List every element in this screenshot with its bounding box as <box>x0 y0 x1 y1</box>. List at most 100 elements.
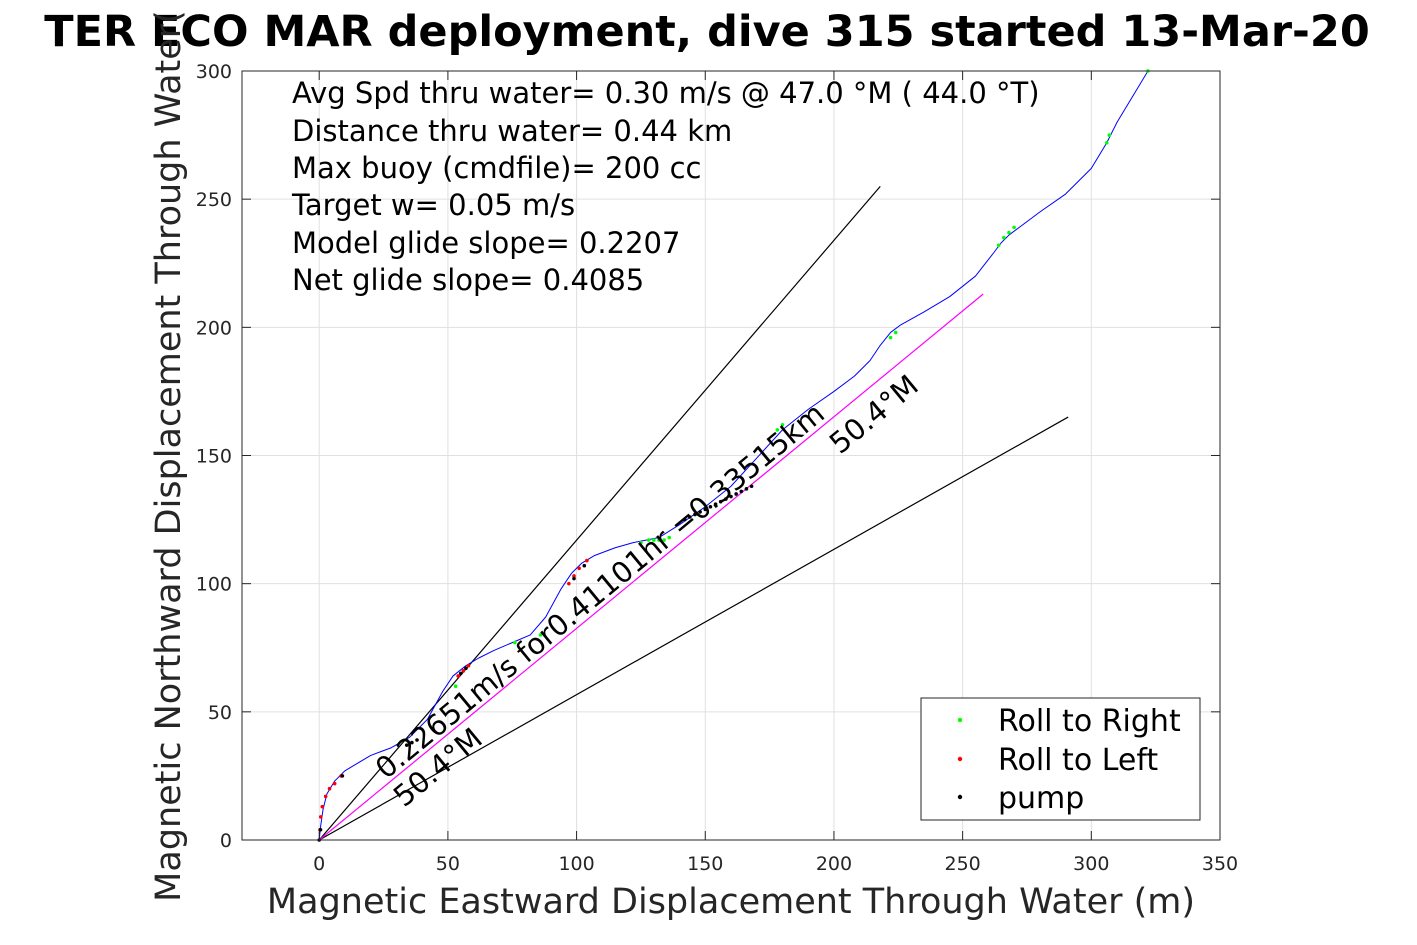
roll-left-point <box>320 804 325 809</box>
pump-point <box>734 492 738 496</box>
track-path <box>318 70 1149 841</box>
roll-right-point <box>888 335 893 340</box>
legend-label-roll-left: Roll to Left <box>998 743 1158 778</box>
y-tick-label: 200 <box>196 317 232 339</box>
pump-point <box>744 487 749 491</box>
roll-right-point <box>667 535 672 540</box>
y-tick-label: 250 <box>196 189 232 211</box>
annotation-distance: Distance thru water= 0.44 km <box>292 114 732 148</box>
x-tick-label: 300 <box>1073 853 1109 875</box>
roll-right-point <box>1104 140 1109 145</box>
roll-right-point <box>893 330 898 335</box>
stats-annotations: Avg Spd thru water= 0.30 m/s @ 47.0 °M (… <box>291 76 1040 297</box>
roll-right-point <box>513 640 517 645</box>
roll-left-point <box>567 581 571 586</box>
data-points <box>317 69 1150 842</box>
roll-left-point <box>456 674 460 678</box>
roll-left-point <box>323 794 328 799</box>
roll-right-point <box>639 540 643 545</box>
y-axis-label: Magnetic Northward Displacement Through … <box>149 10 189 902</box>
roll-right-point <box>453 684 458 688</box>
legend-marker-pump <box>957 794 963 800</box>
annotation-model-glide-slope: Model glide slope= 0.2207 <box>292 226 680 260</box>
pump-point <box>318 827 323 832</box>
roll-right-point <box>780 422 785 427</box>
roll-right-point <box>996 243 1001 248</box>
pump-point <box>415 738 419 742</box>
x-tick-label: 200 <box>816 853 852 875</box>
track-line <box>318 70 1149 841</box>
y-tick-label: 0 <box>220 830 232 852</box>
glide-envelope-line <box>318 416 1069 841</box>
y-tick-label: 150 <box>196 446 232 468</box>
x-tick-label: 0 <box>313 853 325 875</box>
x-tick-label: 50 <box>436 853 460 875</box>
roll-right-point <box>646 538 651 542</box>
x-tick-label: 350 <box>1202 853 1238 875</box>
pump-point <box>703 507 708 512</box>
roll-left-point <box>461 669 466 673</box>
pump-point <box>682 517 687 522</box>
roll-right-point <box>1012 225 1016 230</box>
roll-left-point <box>585 558 589 563</box>
legend-box <box>920 697 1201 821</box>
x-tick-label: 250 <box>944 853 980 875</box>
annotation-target-w: Target w= 0.05 m/s <box>291 188 575 222</box>
roll-left-point <box>318 815 323 819</box>
roll-right-point <box>1002 235 1006 240</box>
x-tick-labels: 0 50 100 150 200 250 300 350 <box>313 853 1238 875</box>
roll-right-point <box>538 633 543 637</box>
pump-point <box>693 512 697 517</box>
annotation-avg-speed: Avg Spd thru water= 0.30 m/s @ 47.0 °M (… <box>292 76 1040 110</box>
roll-right-point <box>1007 230 1011 235</box>
roll-right-point <box>651 538 656 542</box>
roll-left-point <box>577 566 581 571</box>
pump-point <box>572 576 576 581</box>
legend-marker-roll-left <box>957 756 963 762</box>
legend-marker-roll-right <box>957 717 963 723</box>
roll-left-point <box>332 781 337 786</box>
plot-area <box>241 69 1221 842</box>
chart-title: TER ECO MAR deployment, dive 315 started… <box>44 7 1370 57</box>
pump-point <box>698 510 702 514</box>
pump-point <box>708 504 713 509</box>
pump-point <box>718 499 723 504</box>
roll-right-point <box>775 428 780 432</box>
glide-envelope-line <box>318 185 881 841</box>
glide-envelope-lines <box>318 185 1069 841</box>
y-tick-label: 100 <box>196 574 232 596</box>
mean-heading-line-path <box>318 293 984 841</box>
pump-point <box>724 497 728 501</box>
pump-point <box>410 740 414 745</box>
x-tick-label: 150 <box>687 853 723 875</box>
x-axis-label: Magnetic Eastward Displacement Through W… <box>267 882 1195 922</box>
roll-left-point <box>327 786 332 791</box>
legend-label-pump: pump <box>998 781 1084 816</box>
pump-point <box>458 671 463 676</box>
pump-point <box>739 489 744 494</box>
roll-right-point <box>1107 133 1112 137</box>
roll-left-point <box>572 574 576 578</box>
y-tick-label: 300 <box>196 61 232 83</box>
pump-point <box>749 484 754 489</box>
mean-heading-line <box>318 293 984 841</box>
y-tick-labels: 0 50 100 150 200 250 300 <box>196 61 232 852</box>
pump-point <box>464 666 468 671</box>
x-tick-label: 100 <box>558 853 594 875</box>
pump-point <box>688 515 692 519</box>
annotation-net-glide-slope: Net glide slope= 0.4085 <box>292 263 644 297</box>
axis-ticks <box>242 70 1221 841</box>
pump-point <box>713 502 718 507</box>
legend: Roll to Right Roll to Left pump <box>920 697 1201 821</box>
roll-right-point <box>662 538 666 542</box>
pump-point <box>729 494 733 499</box>
pump-point <box>340 774 345 778</box>
roll-left-point <box>466 663 471 668</box>
pump-point <box>404 743 409 747</box>
pump-point <box>582 563 587 568</box>
annotation-max-buoy: Max buoy (cmdfile)= 200 cc <box>292 151 701 185</box>
y-tick-label: 50 <box>208 702 232 724</box>
roll-right-point <box>657 538 661 542</box>
legend-label-roll-right: Roll to Right <box>998 704 1181 739</box>
